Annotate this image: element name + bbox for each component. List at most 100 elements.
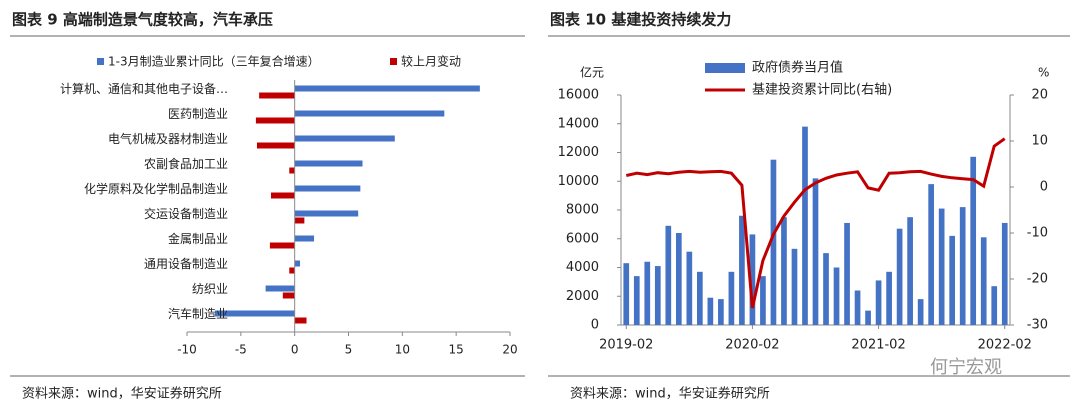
bar bbox=[294, 235, 315, 242]
bar bbox=[781, 217, 787, 325]
x-tick-label: -5 bbox=[235, 343, 247, 357]
category-label: 化学原料及化学制品制造业 bbox=[84, 181, 228, 196]
category-label: 汽车制造业 bbox=[168, 306, 228, 321]
source-note: 资料来源：wind，华安证券研究所 bbox=[570, 386, 770, 402]
bar bbox=[282, 292, 295, 299]
source-note: 资料来源：wind，华安证券研究所 bbox=[22, 386, 222, 402]
x-tick-label: 20 bbox=[502, 343, 517, 357]
y-tick-label: 4000 bbox=[566, 260, 599, 275]
category-label: 计算机、通信和其他电子设备… bbox=[60, 81, 228, 96]
watermark: 何宁宏观 bbox=[930, 357, 1002, 378]
bar bbox=[718, 299, 724, 325]
category-label: 通用设备制造业 bbox=[144, 257, 228, 271]
legend-label: 较上月变动 bbox=[401, 54, 461, 69]
bar bbox=[875, 280, 882, 325]
bar bbox=[623, 263, 630, 325]
legend-label: 1-3月制造业累计同比（三年复合增速） bbox=[108, 54, 320, 69]
bar bbox=[675, 233, 682, 325]
x-tick-label: 2022-02 bbox=[978, 338, 1032, 353]
legend-label: 基建投资累计同比(右轴) bbox=[752, 82, 892, 98]
bar bbox=[644, 261, 651, 325]
bar bbox=[214, 310, 295, 317]
category-label: 纺织业 bbox=[192, 282, 228, 296]
bar bbox=[907, 217, 913, 325]
bar bbox=[294, 210, 359, 217]
bar bbox=[665, 225, 672, 325]
y2-tick-label: -30 bbox=[1027, 318, 1048, 333]
bar bbox=[294, 185, 361, 192]
bar bbox=[269, 242, 295, 249]
bar bbox=[294, 260, 301, 267]
bar bbox=[255, 117, 295, 124]
bar bbox=[833, 267, 840, 325]
chart-title: 图表 9 高端制造景气度较高，汽车承压 bbox=[12, 11, 273, 29]
y2-tick-label: 0 bbox=[1040, 180, 1048, 195]
bar bbox=[991, 286, 998, 325]
legend-label: 政府债券当月值 bbox=[752, 60, 843, 76]
bar bbox=[760, 276, 766, 325]
y-tick-label: 6000 bbox=[566, 231, 599, 246]
x-tick-label: 10 bbox=[395, 343, 410, 357]
category-label: 农副食品加工业 bbox=[144, 156, 228, 171]
x-tick-label: 2019-02 bbox=[599, 338, 653, 353]
y-tick-label: 16000 bbox=[558, 88, 599, 103]
y2-tick-label: 20 bbox=[1031, 88, 1048, 103]
x-tick-label: 0 bbox=[291, 343, 299, 357]
category-label: 电气机械及器材制造业 bbox=[108, 131, 228, 146]
bar bbox=[980, 237, 987, 325]
x-tick-label: -10 bbox=[177, 343, 197, 357]
bar bbox=[886, 271, 892, 325]
legend-swatch bbox=[97, 58, 104, 65]
y-tick-label: 2000 bbox=[566, 289, 599, 304]
y-tick-label: 14000 bbox=[558, 116, 599, 131]
bar bbox=[633, 276, 640, 325]
x-tick-label: 15 bbox=[449, 343, 464, 357]
legend-swatch bbox=[390, 58, 397, 65]
y2-tick-label: -10 bbox=[1027, 226, 1048, 241]
x-tick-label: 2021-02 bbox=[851, 338, 905, 353]
y2-tick-label: -20 bbox=[1027, 272, 1048, 287]
y-tick-label: 0 bbox=[591, 318, 599, 333]
bar bbox=[938, 208, 945, 325]
bar bbox=[654, 266, 661, 325]
bar bbox=[728, 271, 735, 325]
bar bbox=[294, 160, 363, 167]
bar bbox=[294, 135, 395, 142]
bar bbox=[289, 267, 295, 274]
bar bbox=[294, 317, 307, 324]
bar bbox=[259, 92, 295, 99]
bar bbox=[854, 290, 861, 325]
bar bbox=[1001, 222, 1008, 325]
bar bbox=[294, 85, 480, 92]
bar bbox=[844, 222, 850, 325]
category-label: 医药制造业 bbox=[168, 107, 228, 121]
y-tick-label: 8000 bbox=[566, 203, 599, 218]
bar bbox=[697, 271, 703, 325]
bar bbox=[749, 234, 756, 325]
bar bbox=[896, 228, 903, 325]
bar bbox=[812, 178, 819, 325]
bar bbox=[289, 167, 295, 174]
x-tick-label: 2020-02 bbox=[725, 338, 779, 353]
bar bbox=[791, 248, 798, 325]
y2-tick-label: 10 bbox=[1031, 134, 1048, 149]
bar bbox=[739, 215, 745, 325]
bar bbox=[928, 184, 934, 325]
x-tick-label: 5 bbox=[345, 343, 353, 357]
line-series bbox=[625, 137, 1006, 309]
bar bbox=[294, 110, 445, 117]
chart-title: 图表 10 基建投资持续发力 bbox=[550, 11, 731, 29]
bar bbox=[823, 253, 829, 325]
bar bbox=[707, 297, 714, 325]
bar bbox=[770, 159, 777, 325]
y-tick-label: 10000 bbox=[558, 174, 599, 189]
bar bbox=[686, 251, 693, 325]
category-label: 金属制品业 bbox=[168, 231, 228, 246]
bar bbox=[970, 156, 977, 325]
bar bbox=[917, 299, 924, 325]
bar bbox=[270, 192, 295, 199]
y-tick-label: 12000 bbox=[558, 145, 599, 160]
legend-swatch bbox=[705, 63, 745, 73]
